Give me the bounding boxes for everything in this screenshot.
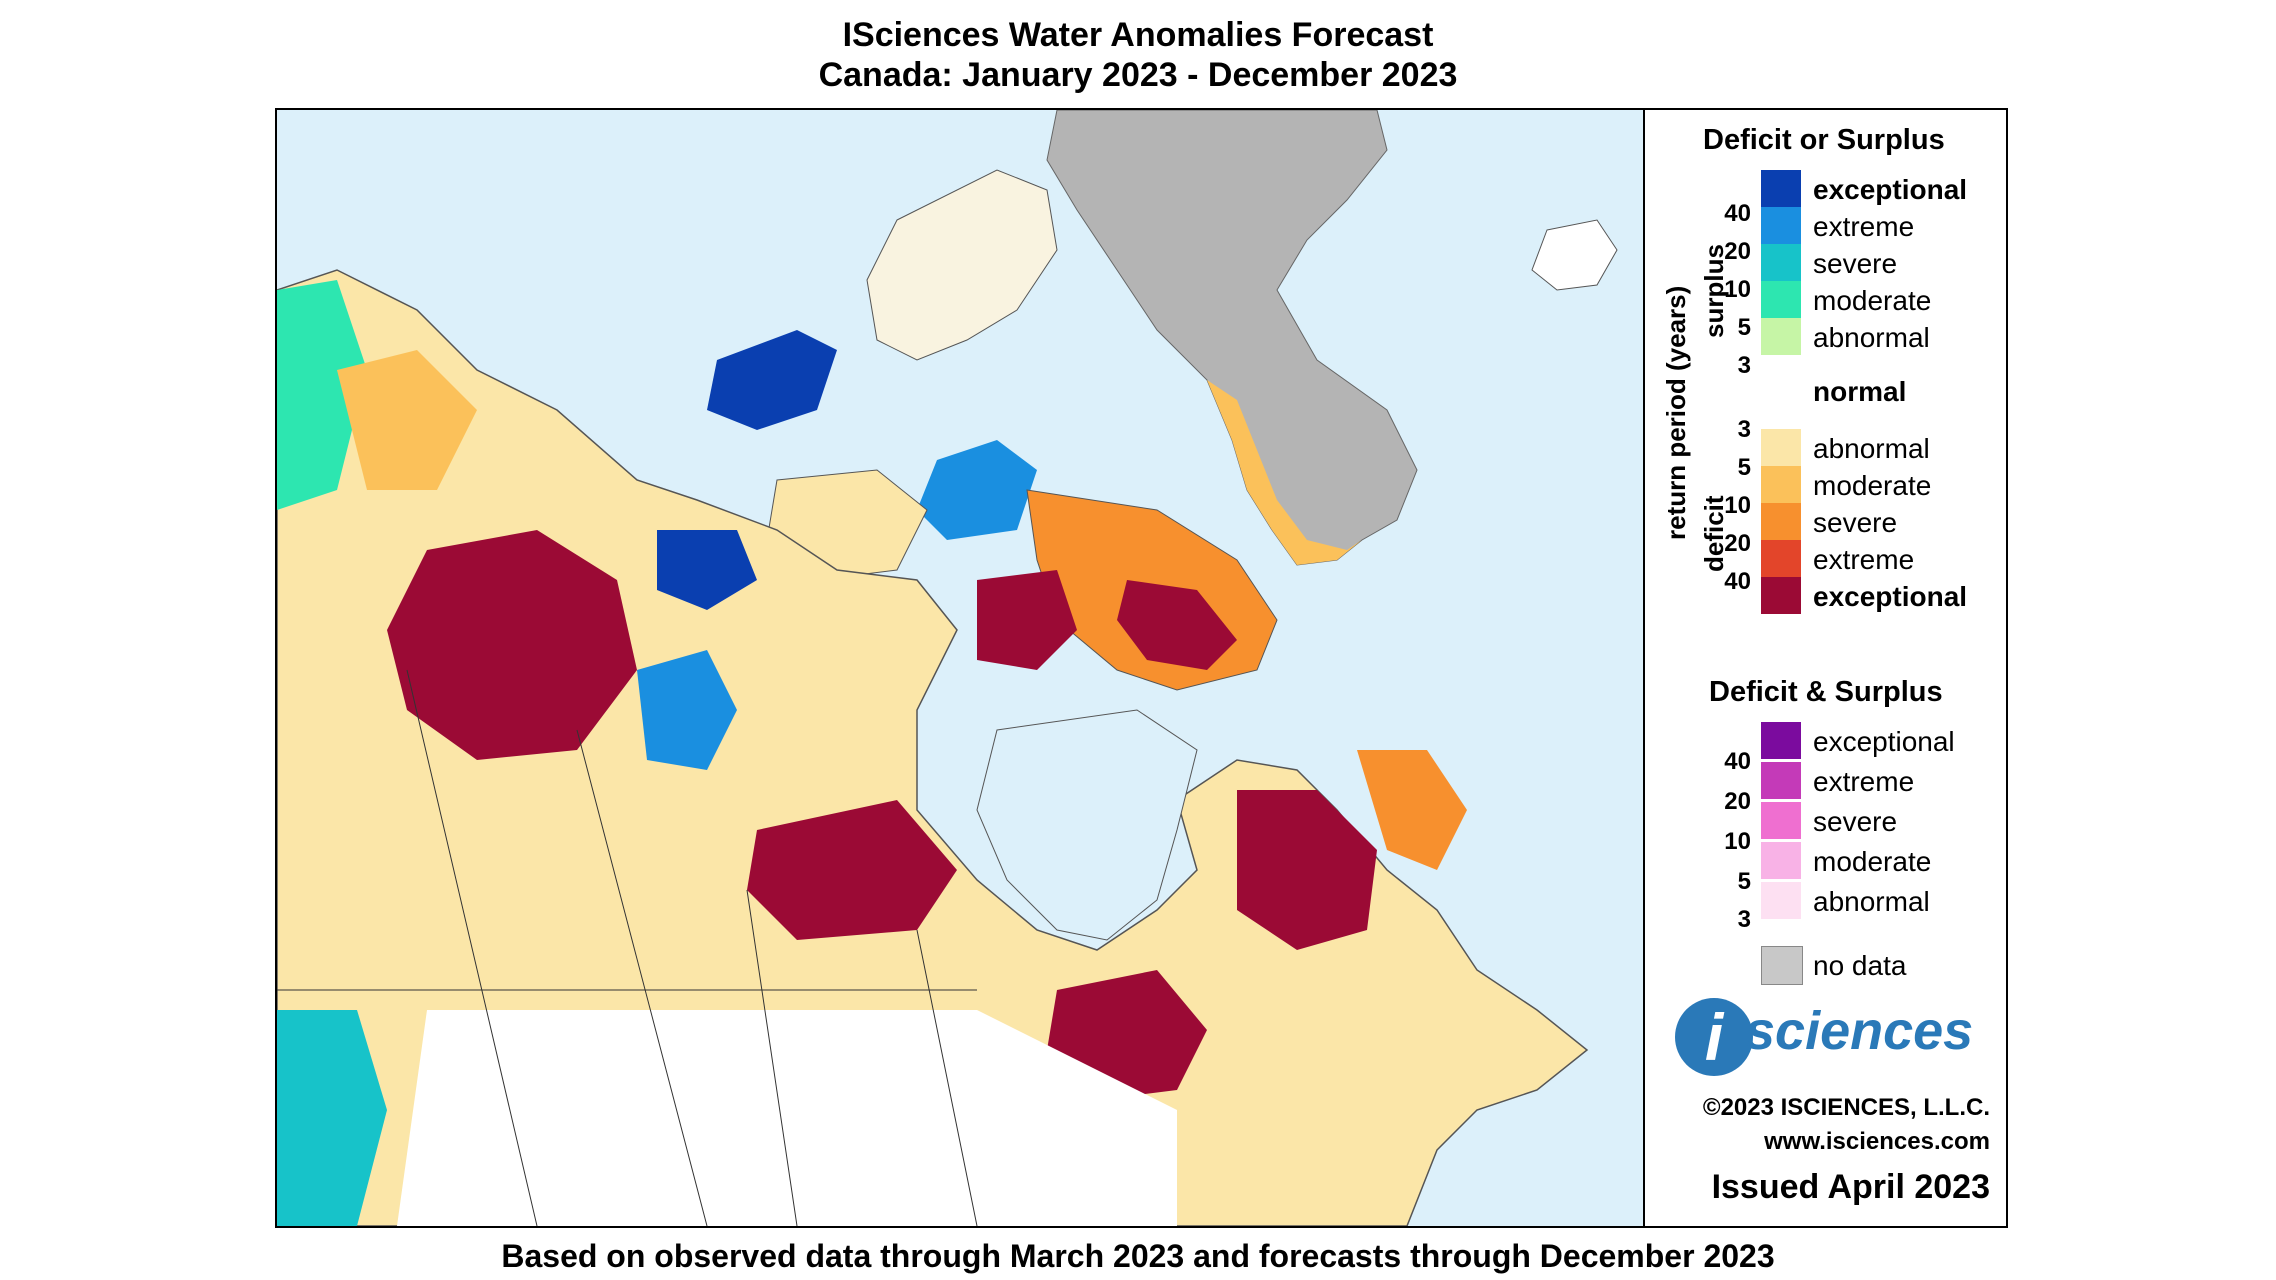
- figure-frame: Deficit or Surplus return period (years)…: [275, 108, 2008, 1228]
- nwt-surplus-blue: [637, 650, 737, 770]
- mainland-canada: [277, 269, 1589, 1226]
- legend-label-deficit-moderate: moderate: [1813, 470, 1932, 501]
- copyright-text: ©2023 ISCIENCES, L.L.C.: [1702, 1094, 1990, 1121]
- legend-label-deficit-severe: severe: [1813, 507, 1898, 538]
- legend-label-no-data: no data: [1813, 950, 1907, 981]
- legend-label-both-severe: severe: [1813, 806, 1898, 837]
- legend-swatch-both-moderate: [1761, 842, 1801, 879]
- legend-label-deficit-exceptional: exceptional: [1813, 581, 1968, 612]
- alaska-surplus: [277, 280, 367, 510]
- greenland-landmass: [1046, 110, 1418, 566]
- legend-swatch-both-exceptional: [1761, 722, 1801, 759]
- baffin-core: [1117, 580, 1237, 670]
- alaska-deficit: [337, 350, 477, 490]
- legend-label-surplus-moderate: moderate: [1813, 285, 1932, 316]
- arctic-island-blue-1: [707, 330, 837, 430]
- legend-label-surplus-exceptional: exceptional: [1813, 174, 1968, 205]
- legend-year: 20: [1724, 530, 1751, 557]
- hudson-bay: [976, 709, 1198, 941]
- legend-swatch-surplus-moderate: [1761, 281, 1801, 318]
- legend-year: 10: [1724, 492, 1751, 519]
- legend-label-deficit-abnormal: abnormal: [1813, 433, 1930, 464]
- legend-swatch-surplus-severe: [1761, 244, 1801, 281]
- legend-panel: Deficit or Surplus return period (years)…: [1645, 110, 2006, 1226]
- legend-swatch-surplus-extreme: [1761, 207, 1801, 244]
- legend-axis-label: return period (years): [1661, 285, 1691, 540]
- south-normal: [397, 1010, 1177, 1226]
- ellesmere-island: [866, 169, 1058, 361]
- issued-date: Issued April 2023: [1711, 1168, 1990, 1206]
- legend-label-both-moderate: moderate: [1813, 846, 1932, 877]
- legend-label-both-abnormal: abnormal: [1813, 886, 1930, 917]
- labrador-deficit: [1357, 750, 1467, 870]
- legend-year: 40: [1724, 748, 1751, 775]
- legend-year: 40: [1724, 200, 1751, 227]
- legend-swatch-both-abnormal: [1761, 882, 1801, 919]
- legend-swatch-deficit-extreme: [1761, 540, 1801, 577]
- legend-year: 5: [1737, 314, 1751, 341]
- legend-swatch-both-severe: [1761, 802, 1801, 839]
- yukon-nwt-exceptional-deficit: [387, 530, 637, 760]
- legend-label-both-extreme: extreme: [1813, 766, 1915, 797]
- map-svg: [277, 110, 1618, 1226]
- isciences-logo-text: sciences: [1745, 1001, 1974, 1061]
- legend-year: 20: [1724, 788, 1751, 815]
- legend-label-deficit-extreme: extreme: [1813, 544, 1915, 575]
- legend-title-deficit-and-surplus: Deficit & Surplus: [1709, 676, 1943, 708]
- legend-year: 10: [1724, 828, 1751, 855]
- legend-swatch-deficit-exceptional: [1761, 577, 1801, 614]
- legend-year: 3: [1737, 352, 1751, 379]
- legend-swatch-surplus-exceptional: [1761, 170, 1801, 207]
- legend-year: 5: [1737, 454, 1751, 481]
- greenland-coast: [1207, 380, 1362, 565]
- legend-swatch-deficit-severe: [1761, 503, 1801, 540]
- legend-year: 3: [1737, 906, 1751, 933]
- west-surplus-teal: [277, 1010, 387, 1226]
- arctic-island-blue-2: [917, 440, 1037, 540]
- map-title: ISciences Water Anomalies Forecast: [842, 16, 1434, 54]
- legend-label-normal: normal: [1813, 376, 1907, 407]
- map-subtitle: Canada: January 2023 - December 2023: [818, 56, 1458, 94]
- legend-swatch-no-data: [1761, 946, 1803, 985]
- legend-label-both-exceptional: exceptional: [1813, 726, 1955, 757]
- legend-label-surplus-extreme: extreme: [1813, 211, 1915, 242]
- legend-year: 3: [1737, 416, 1751, 443]
- legend-year: 20: [1724, 238, 1751, 265]
- legend-swatch-both-extreme: [1761, 762, 1801, 799]
- southampton-island: [977, 570, 1077, 670]
- legend-year: 40: [1724, 568, 1751, 595]
- website-text: www.isciences.com: [1764, 1128, 1990, 1155]
- province-borders: [277, 669, 978, 1226]
- legend-swatch-surplus-abnormal: [1761, 318, 1801, 355]
- footer-note: Based on observed data through March 202…: [501, 1238, 1775, 1274]
- iceland: [1531, 219, 1618, 291]
- manitoba-deficit: [747, 800, 957, 940]
- legend-title-deficit-or-surplus: Deficit or Surplus: [1703, 124, 1945, 156]
- canada-anomaly-map: [277, 110, 1645, 1226]
- legend-swatch-normal: [1761, 355, 1801, 429]
- legend-swatch-deficit-abnormal: [1761, 429, 1801, 466]
- nunavut-surplus-blue: [657, 530, 757, 610]
- legend-year: 5: [1737, 868, 1751, 895]
- isciences-logo-icon: i: [1675, 998, 1753, 1076]
- legend-label-surplus-abnormal: abnormal: [1813, 322, 1930, 353]
- legend-year: 10: [1724, 276, 1751, 303]
- quebec-deficit: [1237, 790, 1377, 950]
- legend-label-surplus-severe: severe: [1813, 248, 1898, 279]
- legend-swatch-deficit-moderate: [1761, 466, 1801, 503]
